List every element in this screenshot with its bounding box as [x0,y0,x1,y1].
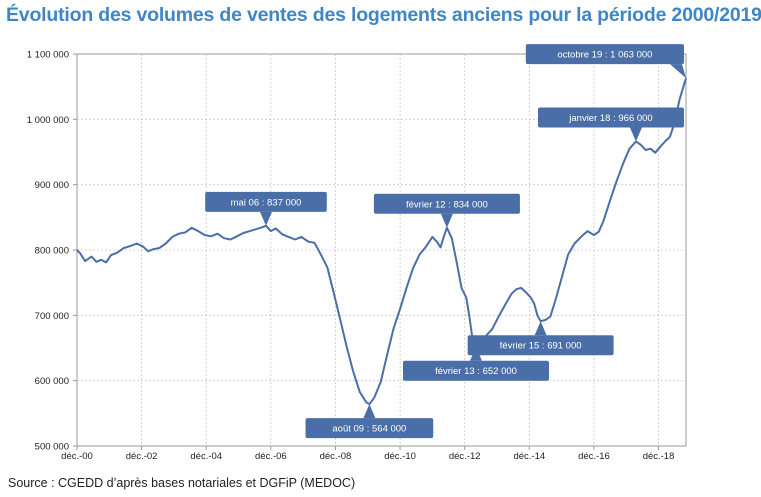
callout: janvier 18 : 966 000 [538,107,684,142]
callout-pointer [629,127,642,142]
callout: août 09 : 564 000 [305,404,434,439]
chart-title: Évolution des volumes de ventes des loge… [6,4,761,26]
callout-box [205,191,327,212]
x-tick-label: déc.-14 [513,451,545,462]
callout-label: mai 06 : 837 000 [231,197,302,208]
callout-label: octobre 19 : 1 063 000 [557,50,652,61]
series-line [76,77,687,406]
x-tick-label: déc.-04 [190,451,222,462]
callout: octobre 19 : 1 063 000 [525,44,686,79]
callout-box [403,360,549,381]
callout-label: janvier 18 : 966 000 [568,113,652,124]
callout-label: février 13 : 652 000 [435,366,517,377]
y-tick-label: 900 000 [35,180,69,191]
source-note: Source : CGEDD d’après bases notariales … [8,476,356,490]
x-tick-label: déc.-02 [126,451,158,462]
callout-pointer [534,321,547,336]
callout-box [538,107,684,128]
x-tick-label: déc.-16 [578,451,610,462]
callout-label: février 15 : 691 000 [500,341,582,352]
x-tick-label: déc.-08 [320,451,352,462]
annotations: mai 06 : 837 000 août 09 : 564 000 février… [205,44,686,439]
callout: février 12 : 834 000 [373,193,520,228]
y-tick-label: 600 000 [35,376,69,387]
y-tick-label: 1 100 000 [27,50,69,61]
y-tick-label: 1 000 000 [27,115,69,126]
x-tick-label: déc.-12 [449,451,481,462]
callout: mai 06 : 837 000 [205,191,327,226]
y-tick-label: 500 000 [35,442,69,453]
x-tick-label: déc.-10 [384,451,416,462]
callout-label: février 12 : 834 000 [406,199,488,210]
callout-box [467,335,614,356]
x-tick-label: déc.-06 [255,451,287,462]
callout-pointer [670,64,686,79]
callout-pointer [363,404,376,419]
callout-box [373,193,520,214]
callout-box [305,418,434,439]
callout-label: août 09 : 564 000 [332,424,406,435]
callout-pointer [260,211,272,226]
x-tick-label: déc.-18 [643,451,675,462]
x-axis: déc.-00 déc.-02 déc.-04 déc.-06 déc.-08 déc.-… [61,446,674,462]
series-group [76,77,687,406]
x-tick-label: déc.-00 [61,451,93,462]
y-tick-label: 800 000 [35,246,69,257]
y-tick-label: 700 000 [35,311,69,322]
callout-pointer [440,213,453,228]
y-axis: 500 000 600 000 700 000 800 000 900 000 1 000… [27,50,77,453]
callout: février 15 : 691 000 [467,321,614,356]
callout-box [525,44,684,65]
